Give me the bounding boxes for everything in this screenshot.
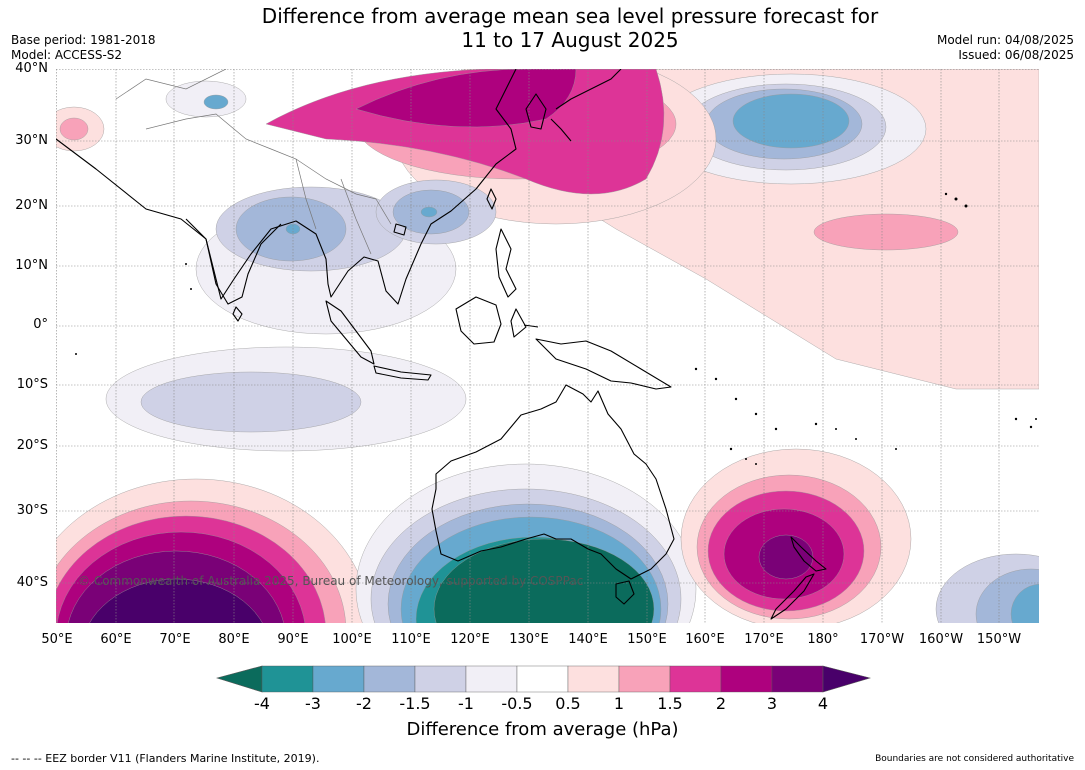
colorbar-tick-label: 2 — [715, 694, 727, 713]
map-canvas — [56, 69, 1039, 623]
colorbar-swatch — [414, 665, 467, 693]
lon-label: 50°E — [41, 632, 73, 647]
colorbar-tick-label: 4 — [817, 694, 829, 713]
japan-coast — [550, 69, 622, 142]
lat-label: 0° — [33, 317, 48, 332]
colorbar-tick-label: -1 — [458, 694, 474, 713]
new-guinea-coast — [535, 338, 672, 390]
colorbar-tick-label: 1 — [613, 694, 625, 713]
eez-border-note: -- -- -- EEZ border V11 (Flanders Marine… — [11, 752, 320, 765]
lat-label: 10°N — [15, 258, 48, 273]
colorbar-tick-label: 0.5 — [555, 694, 581, 713]
colorbar — [216, 665, 871, 693]
colorbar-swatch — [312, 665, 365, 693]
lon-label: 160°E — [685, 632, 725, 647]
boundaries-disclaimer: Boundaries are not considered authoritat… — [875, 754, 1074, 764]
lon-label: 100°E — [332, 632, 372, 647]
colorbar-swatch — [567, 665, 620, 693]
lon-label: 60°E — [100, 632, 132, 647]
colorbar-tick-label: -2 — [356, 694, 372, 713]
lat-label: 30°N — [15, 133, 48, 148]
colorbar-swatch — [363, 665, 416, 693]
country-borders — [115, 69, 392, 255]
taiwan-coast — [486, 188, 497, 210]
colorbar-swatch — [516, 665, 569, 693]
colorbar-tick-label: 1.5 — [657, 694, 683, 713]
sulawesi-coast — [510, 308, 539, 338]
colorbar-label: Difference from average (hPa) — [406, 719, 679, 740]
model-run: Model run: 04/08/2025 — [936, 33, 1074, 47]
lon-label: 180° — [807, 632, 839, 647]
lon-label: 150°E — [627, 632, 667, 647]
colorbar-tick-label: -0.5 — [501, 694, 533, 713]
lon-label: 80°E — [218, 632, 250, 647]
new-zealand-south — [770, 573, 815, 620]
borneo-coast — [455, 296, 502, 345]
sri-lanka-coast — [232, 306, 243, 322]
lon-label: 70°E — [159, 632, 191, 647]
graticule — [56, 69, 1039, 623]
colorbar-tick-label: -4 — [254, 694, 270, 713]
lat-label: 40°N — [15, 61, 48, 76]
coastlines — [56, 69, 827, 620]
philippines-coast — [495, 228, 517, 298]
issued-date: Issued: 06/08/2025 — [958, 48, 1074, 62]
model-name: Model: ACCESS-S2 — [11, 48, 123, 62]
lat-label: 20°N — [15, 198, 48, 213]
lon-label: 150°W — [976, 632, 1022, 647]
lat-label: 30°S — [16, 503, 48, 518]
lon-label: 90°E — [277, 632, 309, 647]
lon-label: 130°E — [509, 632, 549, 647]
lon-label: 110°E — [391, 632, 431, 647]
lon-label: 170°E — [744, 632, 784, 647]
hainan-coast — [393, 223, 407, 236]
colorbar-tick-label: -3 — [305, 694, 321, 713]
base-period: Base period: 1981-2018 — [11, 33, 156, 47]
lon-label: 120°E — [450, 632, 490, 647]
colorbar-swatch — [618, 665, 671, 693]
colorbar-swatch — [465, 665, 518, 693]
tasmania-coast — [615, 580, 635, 605]
colorbar-swatch — [771, 665, 824, 693]
lat-label: 10°S — [16, 377, 48, 392]
colorbar-min-extend — [216, 665, 263, 693]
lon-label: 160°W — [918, 632, 964, 647]
india-coast — [185, 218, 282, 305]
new-zealand-north — [790, 536, 827, 572]
pressure-anomaly-fields — [56, 69, 1039, 623]
colorbar-swatch — [720, 665, 773, 693]
colorbar-tick-label: 3 — [766, 694, 778, 713]
australia-coast — [431, 384, 675, 580]
colorbar-max-extend — [822, 665, 871, 693]
map-area[interactable] — [56, 69, 1039, 623]
sumatra-coast — [325, 300, 375, 365]
lon-label: 140°E — [568, 632, 608, 647]
copyright-notice: © Commonwealth of Australia 2025, Bureau… — [78, 574, 584, 588]
java-coast — [373, 365, 432, 381]
colorbar-tick-label: -1.5 — [399, 694, 431, 713]
korea-coast — [525, 93, 547, 130]
lat-label: 40°S — [16, 575, 48, 590]
colorbar-swatch — [261, 665, 314, 693]
colorbar-swatch — [669, 665, 722, 693]
title-line-1: Difference from average mean sea level p… — [261, 4, 879, 28]
lon-label: 170°W — [859, 632, 905, 647]
title-line-2: 11 to 17 August 2025 — [461, 28, 679, 52]
lat-label: 20°S — [16, 438, 48, 453]
meta-left: Base period: 1981-2018 Model: ACCESS-S2 — [11, 33, 156, 63]
meta-right: Model run: 04/08/2025 Issued: 06/08/2025 — [937, 33, 1074, 63]
islands — [75, 192, 1037, 465]
map-title: Difference from average mean sea level p… — [0, 4, 1085, 52]
